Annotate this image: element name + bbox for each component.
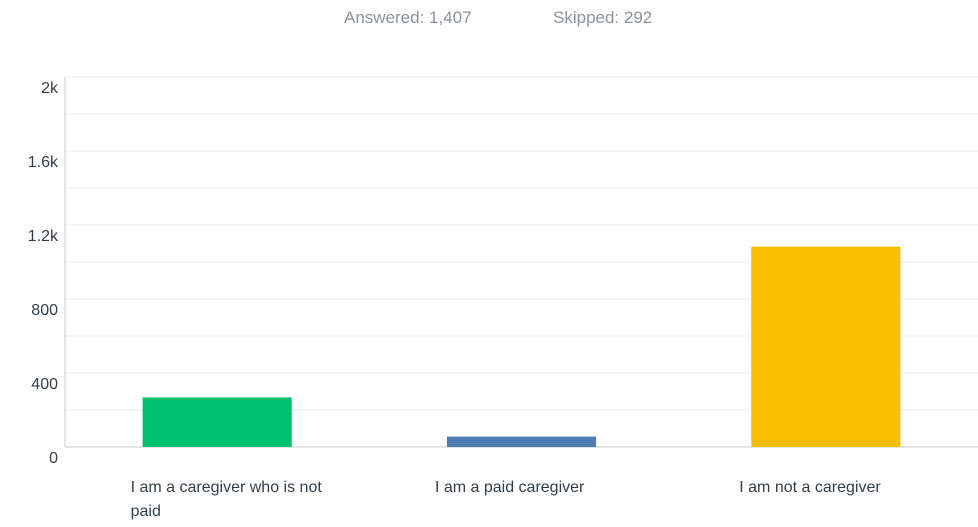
y-tick-label: 0 — [49, 450, 58, 467]
x-tick-label: I am not a caregiver — [739, 479, 881, 496]
y-tick-label: 800 — [31, 302, 58, 319]
bar — [142, 397, 292, 447]
x-tick-label: I am a paid caregiver — [434, 479, 585, 496]
bar — [751, 246, 901, 447]
y-tick-label: 2k — [41, 80, 59, 97]
x-tick-label: I am a caregiver who is not paid — [130, 479, 322, 520]
skipped: Skipped: 292 — [553, 8, 653, 27]
y-tick-label: 1.2k — [28, 228, 59, 245]
y-tick-label: 400 — [31, 376, 58, 393]
y-tick-label: 1.6k — [28, 154, 59, 171]
bar — [446, 436, 597, 447]
answered: Answered: 1,407 — [344, 8, 472, 27]
